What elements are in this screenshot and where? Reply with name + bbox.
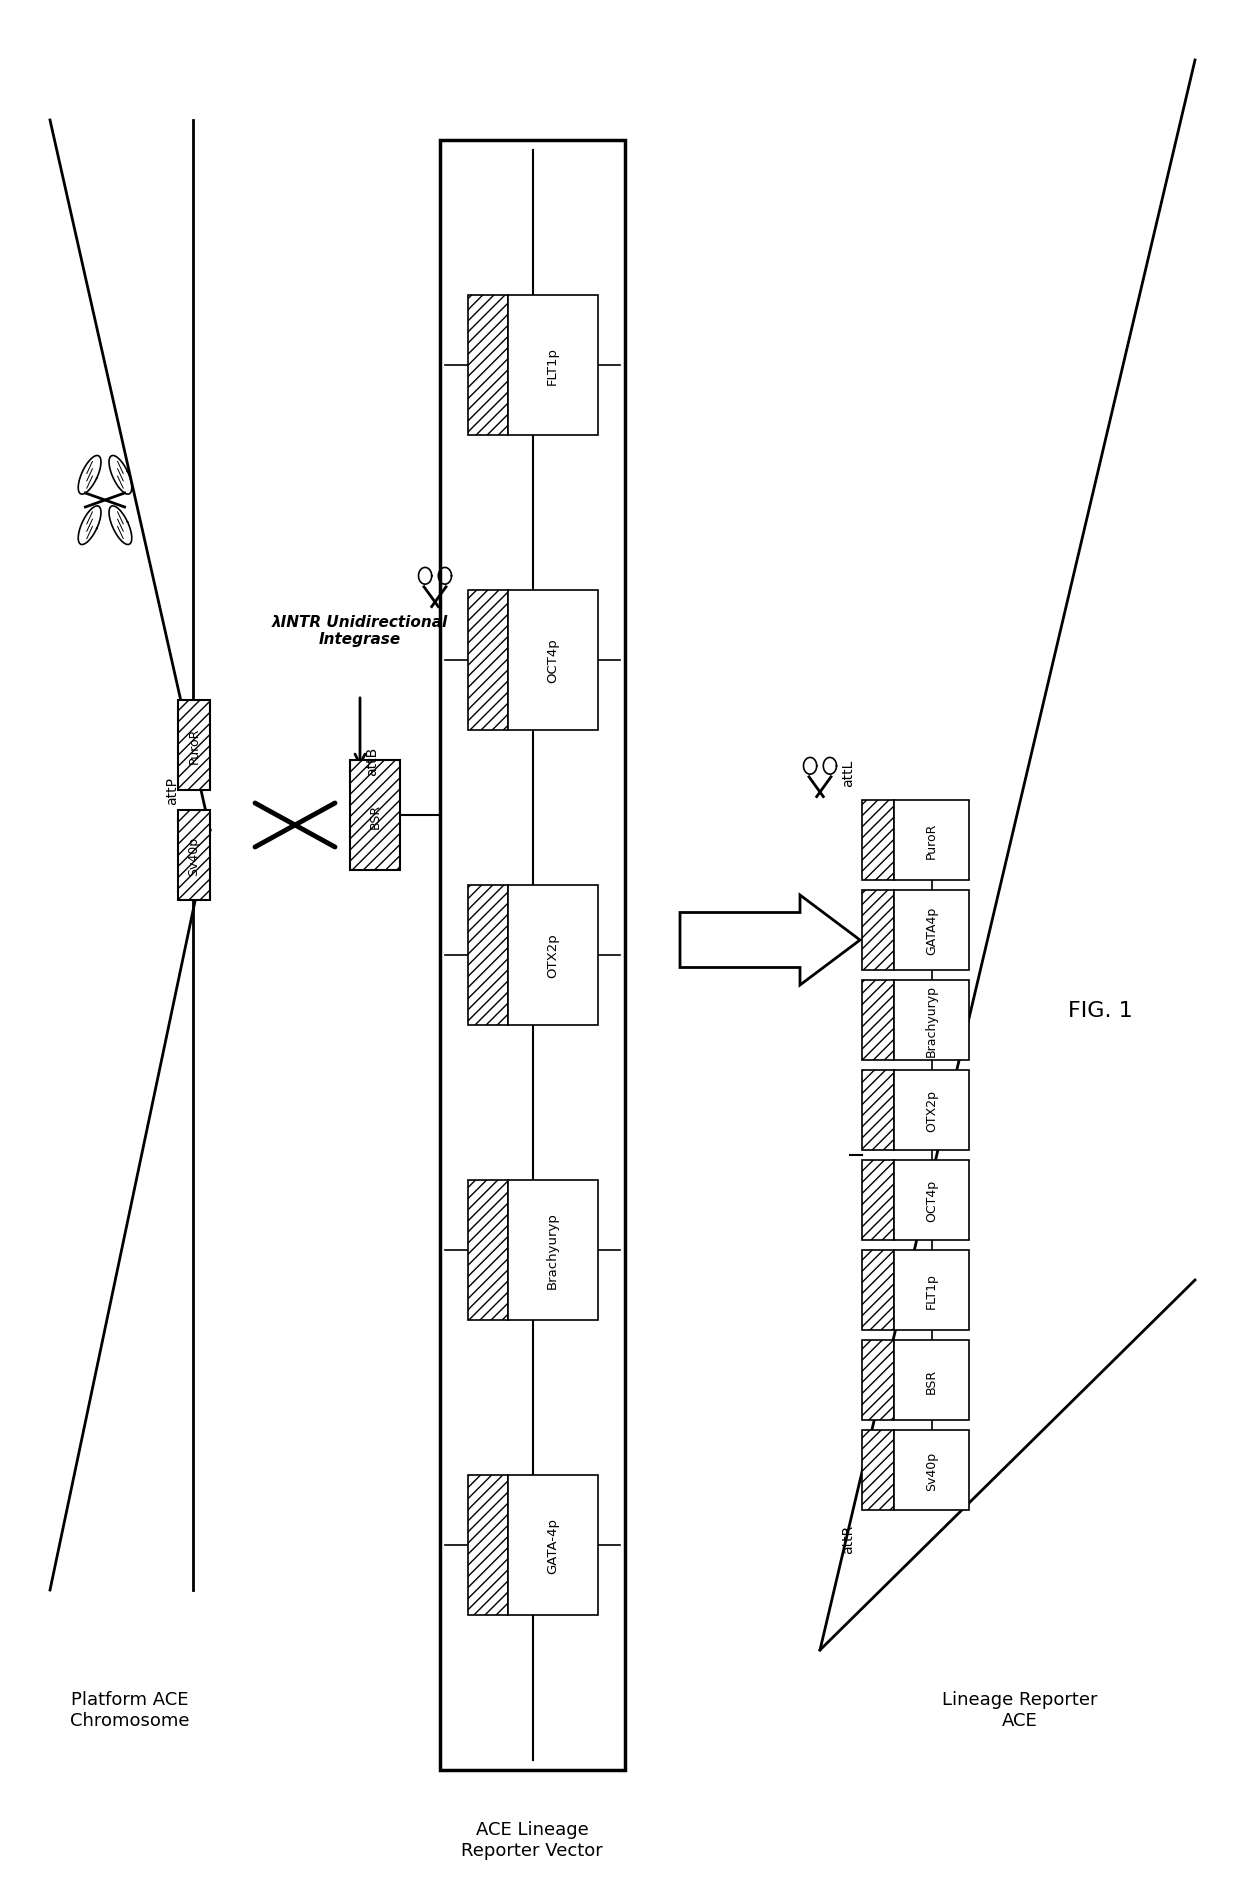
Bar: [894, 1070, 968, 1151]
Text: OCT4p: OCT4p: [925, 1179, 937, 1222]
Polygon shape: [680, 895, 861, 985]
Bar: [862, 891, 894, 970]
Bar: [862, 981, 894, 1060]
Bar: [862, 801, 894, 880]
Bar: [467, 885, 507, 1025]
Text: FLT1p: FLT1p: [925, 1273, 937, 1308]
Text: Sv40p: Sv40p: [925, 1451, 937, 1489]
Text: PuroR: PuroR: [187, 728, 201, 763]
Text: Brachyuryp: Brachyuryp: [925, 985, 937, 1057]
Text: BSR: BSR: [925, 1369, 937, 1393]
Text: attR: attR: [841, 1523, 856, 1553]
Bar: [467, 1476, 507, 1615]
Bar: [467, 1181, 507, 1320]
Bar: [179, 810, 210, 901]
Bar: [894, 1160, 968, 1241]
Bar: [862, 1250, 894, 1331]
Text: ACE Lineage
Reporter Vector: ACE Lineage Reporter Vector: [461, 1820, 603, 1859]
Text: Brachyuryp: Brachyuryp: [546, 1213, 559, 1290]
Text: GATA4p: GATA4p: [925, 906, 937, 955]
Bar: [894, 801, 968, 880]
Bar: [507, 590, 598, 731]
Bar: [507, 1181, 598, 1320]
Text: PuroR: PuroR: [925, 822, 937, 859]
Text: FIG. 1: FIG. 1: [1068, 1000, 1132, 1021]
Text: OCT4p: OCT4p: [546, 639, 559, 682]
Text: attP: attP: [165, 776, 179, 805]
Bar: [894, 891, 968, 970]
Bar: [894, 1250, 968, 1331]
Text: Platform ACE
Chromosome: Platform ACE Chromosome: [71, 1690, 190, 1730]
Text: FLT1p: FLT1p: [546, 346, 559, 385]
Bar: [507, 885, 598, 1025]
Bar: [507, 295, 598, 436]
Bar: [350, 761, 401, 870]
Text: OTX2p: OTX2p: [546, 932, 559, 978]
Text: attL: attL: [841, 760, 856, 786]
Text: λINTR Unidirectional
Integrase: λINTR Unidirectional Integrase: [272, 615, 448, 647]
Bar: [894, 1431, 968, 1510]
Bar: [894, 981, 968, 1060]
Bar: [894, 1340, 968, 1419]
Text: Lineage Reporter
ACE: Lineage Reporter ACE: [942, 1690, 1097, 1730]
Bar: [467, 295, 507, 436]
Text: Sv40p: Sv40p: [187, 837, 201, 874]
Text: OTX2p: OTX2p: [925, 1089, 937, 1132]
Bar: [862, 1431, 894, 1510]
Bar: [862, 1160, 894, 1241]
Bar: [467, 590, 507, 731]
Bar: [179, 701, 210, 791]
Text: GATA-4p: GATA-4p: [546, 1517, 559, 1574]
Text: attB: attB: [365, 746, 379, 775]
Text: BSR: BSR: [368, 803, 382, 827]
Bar: [862, 1340, 894, 1419]
Bar: [507, 1476, 598, 1615]
Bar: [862, 1070, 894, 1151]
Bar: [440, 141, 625, 1771]
